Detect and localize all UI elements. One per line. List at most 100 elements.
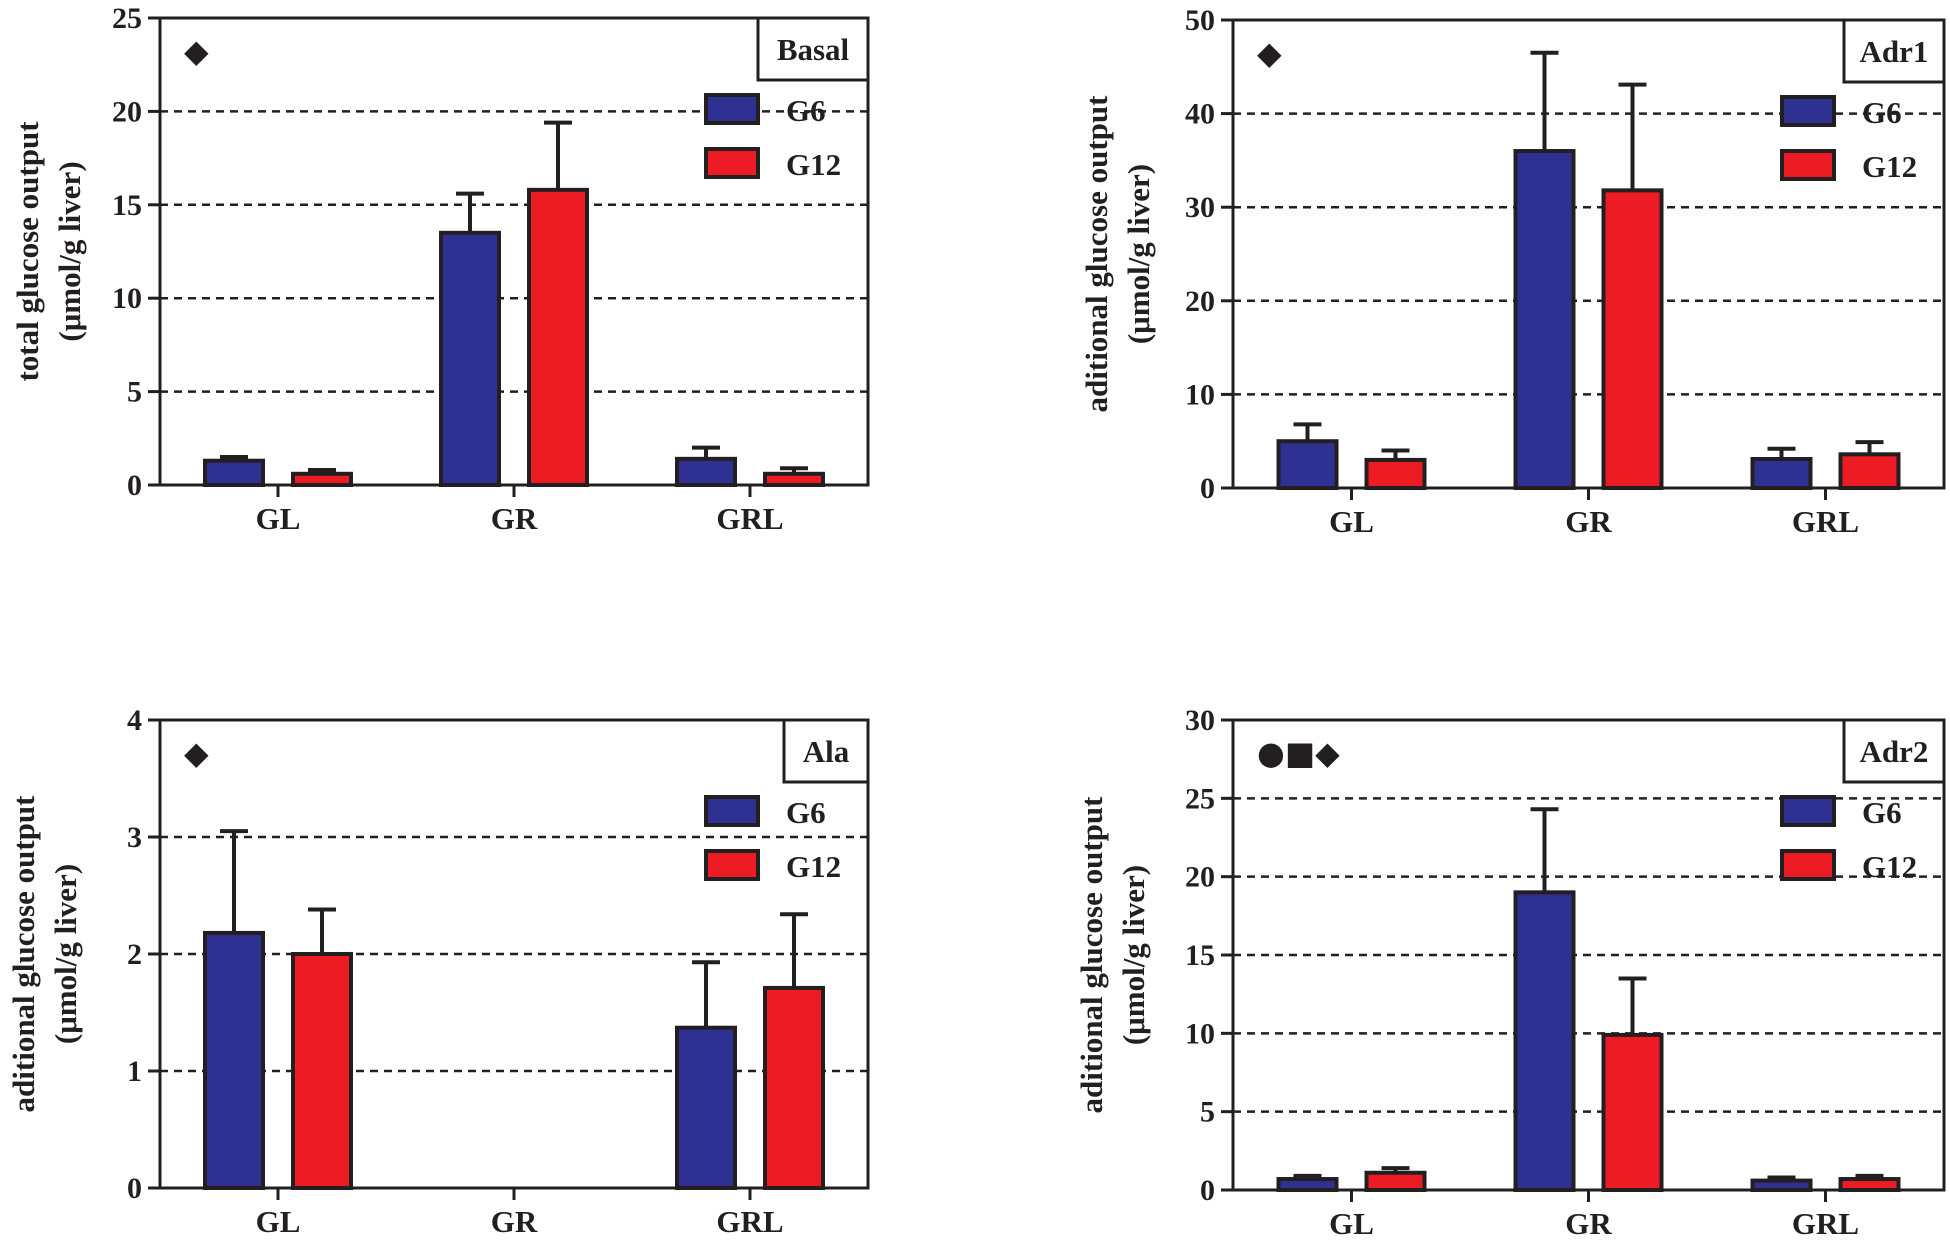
legend-label-g6: G6 (1862, 95, 1902, 130)
bar-g6-gr (1513, 149, 1576, 490)
x-tick-label: GL (1329, 504, 1374, 539)
y-tick-label: 30 (1185, 704, 1215, 737)
y-tick-label: 40 (1185, 98, 1215, 131)
y-tick-label: 0 (127, 469, 142, 502)
bar-g12-gl (291, 471, 353, 487)
bar-g12-gr (527, 187, 589, 488)
bar-g12-gl (291, 952, 353, 1190)
y-tick-label: 10 (1185, 378, 1215, 411)
y-tick-label: 20 (1185, 861, 1215, 894)
x-tick-label: GR (491, 1204, 538, 1239)
y-tick-label: 25 (112, 2, 142, 35)
bar-g6-gl (1276, 439, 1339, 491)
significance-markers: ◆ (184, 32, 209, 70)
y-tick-label: 1 (127, 1055, 142, 1088)
legend-swatch-g12 (704, 849, 760, 881)
bar-g12-grl (1838, 1177, 1901, 1192)
y-tick-label: 20 (1185, 285, 1215, 318)
bar-g6-gr (1513, 890, 1576, 1192)
bar-g12-gr (1601, 1032, 1664, 1193)
bar-g6-gl (203, 458, 265, 488)
panel-label-box (1842, 18, 1946, 84)
panel-label: Adr2 (1860, 734, 1929, 769)
plot-frame (1231, 18, 1946, 490)
legend-label-g12: G12 (1862, 149, 1917, 184)
x-tick-label: GRL (1792, 1206, 1859, 1241)
y-axis-label: aditional glucose output (1079, 95, 1114, 413)
y-tick-label: 0 (127, 1172, 142, 1205)
y-tick-label: 20 (112, 95, 142, 128)
legend-label-g12: G12 (786, 147, 841, 182)
y-tick-label: 10 (112, 282, 142, 315)
bar-g12-grl (1838, 452, 1901, 490)
significance-markers: ◆ (184, 734, 209, 772)
y-tick-label: 15 (1185, 939, 1215, 972)
chart-panel-ala: GL GR GRL 0 1 2 3 4 aditional glucose output (μmo… (6, 704, 870, 1239)
bar-g12-gl (1364, 457, 1427, 491)
y-tick-label: 0 (1200, 1174, 1215, 1207)
x-tick-label: GR (1565, 504, 1612, 539)
y-axis-label: (μmol/g liver) (52, 161, 87, 341)
legend-swatch-g12 (1780, 849, 1836, 881)
x-tick-label: GR (1565, 1206, 1612, 1241)
bar-g6-gr (439, 230, 501, 487)
y-axis-label: aditional glucose output (1074, 796, 1109, 1114)
y-tick-label: 5 (127, 376, 142, 409)
y-tick-label: 10 (1185, 1017, 1215, 1050)
y-tick-label: 4 (127, 704, 142, 737)
bar-g6-grl (675, 1025, 737, 1190)
y-axis-label: (μmol/g liver) (48, 864, 83, 1044)
bar-g6-gl (1276, 1177, 1339, 1192)
bar-g12-gl (1364, 1170, 1427, 1193)
x-tick-label: GRL (716, 501, 783, 536)
legend-swatch-g6 (1780, 795, 1836, 827)
legend-swatch-g6 (704, 795, 760, 827)
y-tick-label: 5 (1200, 1096, 1215, 1129)
x-tick-label: GRL (1792, 504, 1859, 539)
y-tick-label: 2 (127, 938, 142, 971)
significance-markers: ●■◆ (1257, 734, 1340, 772)
legend-swatch-g12 (1780, 149, 1836, 181)
x-tick-label: GR (491, 501, 538, 536)
panel-label-box (756, 16, 870, 82)
legend-swatch-g6 (1780, 95, 1836, 127)
legend-label-g6: G6 (786, 795, 826, 830)
legend-swatch-g12 (704, 147, 760, 179)
y-axis-label: (μmol/g liver) (1121, 164, 1156, 344)
panel-label: Basal (777, 32, 850, 67)
legend-swatch-g6 (704, 93, 760, 125)
y-tick-label: 30 (1185, 191, 1215, 224)
x-tick-label: GL (256, 1204, 301, 1239)
y-tick-label: 0 (1200, 472, 1215, 505)
bar-g12-gr (1601, 188, 1664, 491)
y-tick-label: 25 (1185, 782, 1215, 815)
bar-g6-grl (1750, 456, 1813, 491)
panel-label: Ala (803, 734, 850, 769)
plot-frame (158, 16, 870, 487)
y-tick-label: 15 (112, 189, 142, 222)
x-tick-label: GRL (716, 1204, 783, 1239)
bar-g12-grl (763, 471, 825, 487)
y-axis-label: aditional glucose output (6, 795, 41, 1113)
legend-label-g12: G12 (1862, 849, 1917, 884)
legend-label-g12: G12 (786, 849, 841, 884)
legend-label-g6: G6 (786, 93, 826, 128)
y-axis-label: total glucose output (10, 121, 45, 382)
panel-label-box (1842, 718, 1946, 784)
bar-g6-grl (675, 456, 737, 487)
x-tick-label: GL (1329, 1206, 1374, 1241)
y-axis-label: (μmol/g liver) (1116, 865, 1151, 1045)
y-tick-label: 3 (127, 821, 142, 854)
y-tick-label: 50 (1185, 4, 1215, 37)
x-tick-label: GL (256, 501, 301, 536)
chart-panel-adr2: GL GR GRL 0 5 10 15 20 25 30 aditional glucose out… (1074, 704, 1946, 1241)
chart-panel-adr1: GL GR GRL 0 10 20 30 40 50 aditional glucose outp… (1079, 4, 1946, 539)
bar-g12-grl (763, 985, 825, 1190)
panel-label-box (782, 718, 870, 784)
bar-g6-gl (203, 930, 265, 1190)
panel-label: Adr1 (1860, 34, 1929, 69)
chart-panel-basal: GL GR GRL 0 5 10 15 20 25 total glucose output (μm… (10, 2, 870, 536)
significance-markers: ◆ (1257, 34, 1282, 72)
legend-label-g6: G6 (1862, 795, 1902, 830)
